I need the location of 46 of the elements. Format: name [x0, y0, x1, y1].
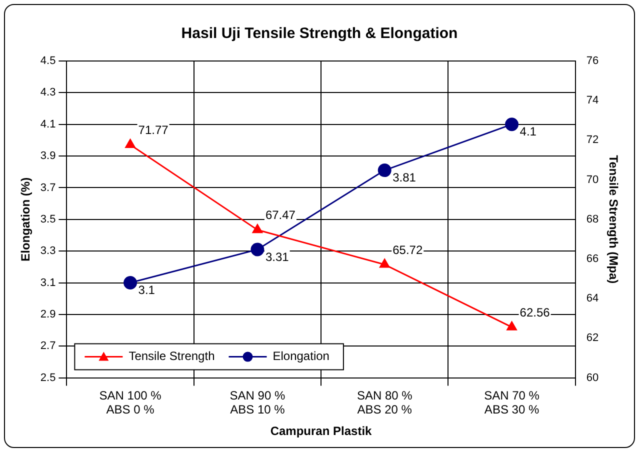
y2-tick-label: 74 — [586, 94, 599, 107]
point — [505, 118, 519, 132]
y2-tick-label: 64 — [586, 292, 599, 305]
y2-tick-label: 68 — [586, 213, 599, 226]
y-tick-label: 3.5 — [40, 213, 56, 226]
y-tick-label: 4.1 — [40, 118, 56, 130]
y-tick-label: 2.5 — [40, 372, 56, 384]
y2-tick-label: 72 — [586, 134, 599, 146]
x-tick-label: SAN 70 % ABS 30 % — [484, 388, 540, 417]
data-label: 62.56 — [520, 305, 550, 320]
data-label: 3.81 — [392, 170, 416, 185]
y-tick-label: 3.7 — [40, 182, 56, 194]
y-tick-label: 4.5 — [40, 55, 56, 68]
x-tick-label: SAN 90 % ABS 10 % — [230, 388, 286, 417]
chart-title: Hasil Uji Tensile Strength & Elongation — [181, 25, 458, 42]
point — [250, 242, 264, 256]
y-tick-label: 2.7 — [40, 340, 56, 352]
point — [506, 321, 517, 330]
y2-axis-title: Tensile Strength (Mpa) — [606, 155, 620, 284]
point — [125, 139, 136, 148]
data-label: 3.1 — [138, 283, 156, 298]
y2-tick-label: 70 — [586, 174, 599, 186]
point — [378, 164, 392, 178]
y-tick-label: 2.9 — [40, 308, 56, 320]
x-tick-label: SAN 100 % ABS 0 % — [99, 388, 162, 417]
data-label: 71.77 — [138, 123, 169, 138]
y-tick-label: 3.9 — [40, 150, 56, 162]
legend-label: Tensile Strength — [128, 349, 215, 364]
y2-tick-label: 66 — [586, 253, 599, 266]
x-axis-title: Campuran Plastik — [270, 424, 372, 438]
point — [252, 224, 263, 234]
y2-tick-label: 60 — [586, 372, 599, 384]
y-tick-label: 3.1 — [40, 276, 56, 289]
x-tick-label: SAN 80 % ABS 20 % — [356, 388, 413, 417]
y-tick-label: 3.3 — [40, 245, 56, 258]
legend-label: Elongation — [272, 349, 330, 364]
data-label: 4.1 — [520, 124, 537, 139]
y-tick-label: 4.3 — [40, 86, 56, 99]
y2-tick-label: 76 — [586, 55, 599, 68]
point — [380, 258, 390, 268]
point — [124, 276, 138, 290]
y-axis-title: Elongation (%) — [18, 177, 33, 262]
y2-tick-label: 62 — [586, 332, 599, 344]
data-label: 67.47 — [265, 208, 296, 222]
data-label: 65.72 — [392, 242, 423, 257]
data-label: 3.31 — [265, 250, 290, 264]
